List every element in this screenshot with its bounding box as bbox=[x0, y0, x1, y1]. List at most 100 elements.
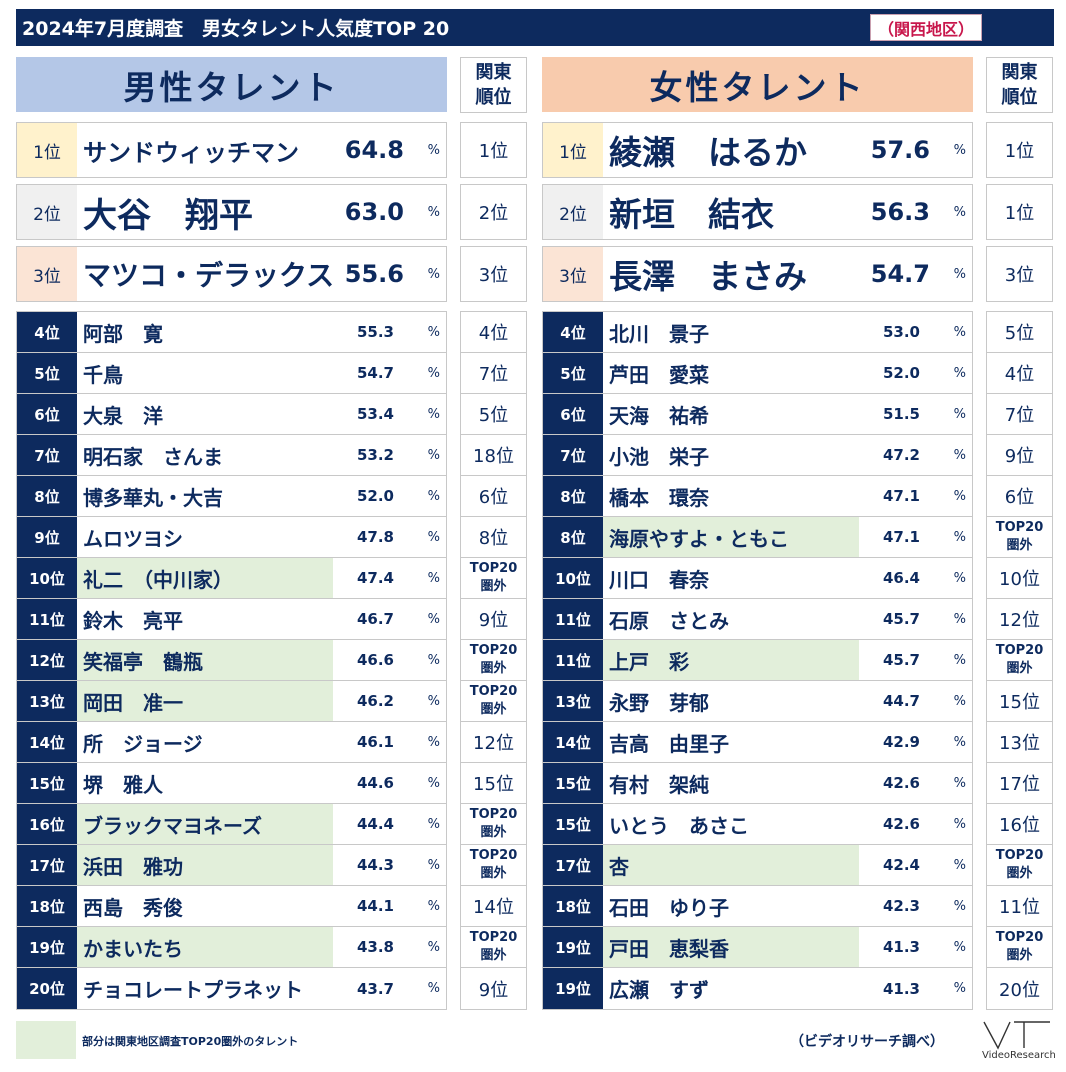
talent-name: 笑福亭 鶴瓶 bbox=[77, 640, 333, 680]
percent-sign: % bbox=[427, 611, 440, 627]
score-value: 54.7 bbox=[870, 260, 930, 288]
female-header: 女性タレント bbox=[542, 57, 973, 112]
talent-name: 所 ジョージ bbox=[83, 731, 203, 756]
out-label-line: TOP20 bbox=[995, 519, 1044, 535]
percent-sign: % bbox=[953, 857, 966, 873]
rank-label: 10位 bbox=[17, 558, 77, 598]
percent-sign: % bbox=[427, 406, 440, 422]
ranking-row: 20位 チョコレートプラネット 43.7% bbox=[17, 968, 446, 1009]
kanto-out-label: TOP20 圏外 bbox=[987, 845, 1052, 886]
rank-label: 13位 bbox=[543, 681, 603, 721]
score-value: 52.0 bbox=[356, 487, 394, 505]
rank-label: 7位 bbox=[543, 435, 603, 475]
ranking-row: 11位 鈴木 亮平 46.7% bbox=[17, 599, 446, 640]
score-value: 44.4 bbox=[356, 815, 394, 833]
ranking-row: 12位 笑福亭 鶴瓶 46.6% bbox=[17, 640, 446, 681]
percent-sign: % bbox=[953, 204, 966, 220]
rank-label: 19位 bbox=[17, 927, 77, 967]
rank-label: 1位 bbox=[17, 123, 77, 177]
kanto-rank: 5位 bbox=[461, 394, 526, 435]
kanto-rank: 3位 bbox=[460, 246, 527, 302]
kanto-rank: 20位 bbox=[999, 979, 1040, 1001]
kanto-out-label: TOP20 圏外 bbox=[461, 681, 526, 722]
score-value: 41.3 bbox=[882, 979, 920, 998]
kanto-rank: 9位 bbox=[461, 599, 526, 640]
out-label-line: TOP20 bbox=[469, 806, 518, 822]
percent-sign: % bbox=[427, 652, 440, 668]
talent-name: 上戸 彩 bbox=[603, 640, 859, 680]
kanto-out-label: TOP20 圏外 bbox=[461, 640, 526, 681]
talent-name: 長澤 まさみ bbox=[609, 257, 807, 296]
talent-name: いとう あさこ bbox=[609, 813, 749, 838]
talent-name: 戸田 恵梨香 bbox=[603, 927, 859, 967]
percent-sign: % bbox=[953, 447, 966, 463]
region-badge: （関西地区） bbox=[870, 14, 982, 41]
talent-name: ブラックマヨネーズ bbox=[77, 804, 333, 844]
rank-label: 5位 bbox=[543, 353, 603, 393]
score-value: 47.1 bbox=[882, 487, 920, 505]
ranking-row: 11位 石原 さとみ 45.7% bbox=[543, 599, 972, 640]
talent-name: サンドウィッチマン bbox=[83, 138, 299, 167]
kanto-rank: 2位 bbox=[460, 184, 527, 240]
rank-label: 2位 bbox=[543, 185, 603, 239]
score-value: 42.6 bbox=[882, 774, 920, 792]
percent-sign: % bbox=[953, 324, 966, 340]
kanto-rank: 12位 bbox=[461, 722, 526, 763]
kanto-rank-list: 4位 7位 5位 18位 6位 8位 TOP20 圏外 9位 TOP20 圏外 TOP20 圏外 12位 1… bbox=[460, 311, 527, 1010]
percent-sign: % bbox=[427, 775, 440, 791]
rank-label: 20位 bbox=[17, 968, 77, 1009]
percent-sign: % bbox=[427, 939, 440, 955]
ranking-row: 15位 いとう あさこ 42.6% bbox=[543, 804, 972, 845]
score-value: 47.1 bbox=[882, 528, 920, 546]
rank-label: 14位 bbox=[17, 722, 77, 762]
talent-name: 大谷 翔平 bbox=[83, 195, 253, 236]
ranking-row: 19位 戸田 恵梨香 41.3% bbox=[543, 927, 972, 968]
rank-label: 3位 bbox=[17, 247, 77, 301]
kanto-rank: 13位 bbox=[987, 722, 1052, 763]
out-label-line: TOP20 bbox=[995, 929, 1044, 945]
talent-name: 明石家 さんま bbox=[83, 444, 223, 469]
talent-name: 博多華丸・大吉 bbox=[83, 485, 223, 510]
talent-name: 杏 bbox=[603, 845, 859, 885]
percent-sign: % bbox=[953, 570, 966, 586]
percent-sign: % bbox=[953, 365, 966, 381]
ranking-row: 10位 川口 春奈 46.4% bbox=[543, 558, 972, 599]
ranking-row: 13位 岡田 准一 46.2% bbox=[17, 681, 446, 722]
talent-name: 堺 雅人 bbox=[83, 772, 163, 797]
logo-text: VideoResearch bbox=[982, 1050, 1056, 1061]
ranking-row: 4位 北川 景子 53.0% bbox=[543, 312, 972, 353]
kanto-rank: 14位 bbox=[461, 886, 526, 927]
kanto-rank-header: 関東 順位 bbox=[986, 57, 1053, 113]
kanto-rank-list: 5位 4位 7位 9位 6位 TOP20 圏外 10位 12位 TOP20 圏外 15位 13位 17位 1… bbox=[986, 311, 1053, 1010]
out-label-line: 圏外 bbox=[1006, 866, 1033, 881]
legend-text: 部分は関東地区調査TOP20圏外のタレント bbox=[82, 1035, 299, 1048]
ranking-list: 4位 阿部 寛 55.3% 5位 千鳥 54.7% 6位 大泉 洋 53.4% 7位 明石家 さんま… bbox=[16, 311, 447, 1010]
percent-sign: % bbox=[427, 204, 440, 220]
out-label-line: 圏外 bbox=[1006, 538, 1033, 553]
out-label-line: 圏外 bbox=[480, 661, 507, 676]
rank-label: 11位 bbox=[543, 640, 603, 680]
rank-label: 4位 bbox=[543, 312, 603, 352]
score-value: 42.4 bbox=[882, 856, 920, 874]
ranking-row: 17位 浜田 雅功 44.3% bbox=[17, 845, 446, 886]
out-label-line: 圏外 bbox=[480, 948, 507, 963]
talent-name: 鈴木 亮平 bbox=[83, 608, 183, 633]
rank-label: 17位 bbox=[543, 845, 603, 885]
kanto-out-label: TOP20 圏外 bbox=[461, 845, 526, 886]
score-value: 55.6 bbox=[344, 260, 404, 288]
kanto-out-label: TOP20 圏外 bbox=[987, 640, 1052, 681]
score-value: 47.2 bbox=[882, 446, 920, 464]
ranking-list: 4位 北川 景子 53.0% 5位 芦田 愛菜 52.0% 6位 天海 祐希 51.5% 7位 小池… bbox=[542, 311, 973, 1010]
score-value: 56.3 bbox=[870, 198, 930, 226]
top-rank-row: 2位 新垣 結衣 56.3% bbox=[542, 184, 973, 240]
top-rank-row: 2位 大谷 翔平 63.0% bbox=[16, 184, 447, 240]
kanto-rank: 9位 bbox=[478, 979, 509, 1001]
percent-sign: % bbox=[953, 693, 966, 709]
kanto-rank: 3位 bbox=[986, 246, 1053, 302]
rank-label: 11位 bbox=[543, 599, 603, 639]
legend-swatch bbox=[16, 1021, 76, 1059]
ranking-row: 19位 広瀬 すず 41.3% bbox=[543, 968, 972, 1009]
score-value: 46.6 bbox=[356, 651, 394, 669]
percent-sign: % bbox=[953, 816, 966, 832]
score-value: 47.4 bbox=[356, 569, 394, 587]
